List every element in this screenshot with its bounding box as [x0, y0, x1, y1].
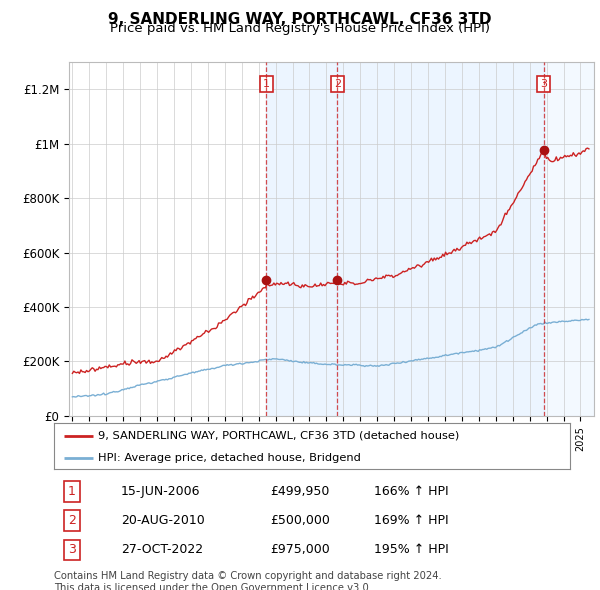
Text: 3: 3	[540, 78, 547, 88]
Text: 9, SANDERLING WAY, PORTHCAWL, CF36 3TD: 9, SANDERLING WAY, PORTHCAWL, CF36 3TD	[108, 12, 492, 27]
Bar	[266, 62, 337, 416]
Text: 1: 1	[68, 485, 76, 498]
Text: 1: 1	[263, 78, 270, 88]
Text: 15-JUN-2006: 15-JUN-2006	[121, 485, 200, 498]
Text: 195% ↑ HPI: 195% ↑ HPI	[374, 543, 449, 556]
Text: 20-AUG-2010: 20-AUG-2010	[121, 514, 205, 527]
Text: 9, SANDERLING WAY, PORTHCAWL, CF36 3TD (detached house): 9, SANDERLING WAY, PORTHCAWL, CF36 3TD (…	[98, 431, 459, 441]
Text: £500,000: £500,000	[271, 514, 331, 527]
Text: Price paid vs. HM Land Registry's House Price Index (HPI): Price paid vs. HM Land Registry's House …	[110, 22, 490, 35]
Text: 3: 3	[68, 543, 76, 556]
Text: £975,000: £975,000	[271, 543, 331, 556]
Text: £499,950: £499,950	[271, 485, 330, 498]
Bar	[337, 62, 544, 416]
Text: 2: 2	[68, 514, 76, 527]
Text: 166% ↑ HPI: 166% ↑ HPI	[374, 485, 449, 498]
Text: Contains HM Land Registry data © Crown copyright and database right 2024.
This d: Contains HM Land Registry data © Crown c…	[54, 571, 442, 590]
Text: HPI: Average price, detached house, Bridgend: HPI: Average price, detached house, Brid…	[98, 453, 361, 463]
Text: 27-OCT-2022: 27-OCT-2022	[121, 543, 203, 556]
Bar	[544, 62, 594, 416]
Text: 169% ↑ HPI: 169% ↑ HPI	[374, 514, 449, 527]
Text: 2: 2	[334, 78, 341, 88]
